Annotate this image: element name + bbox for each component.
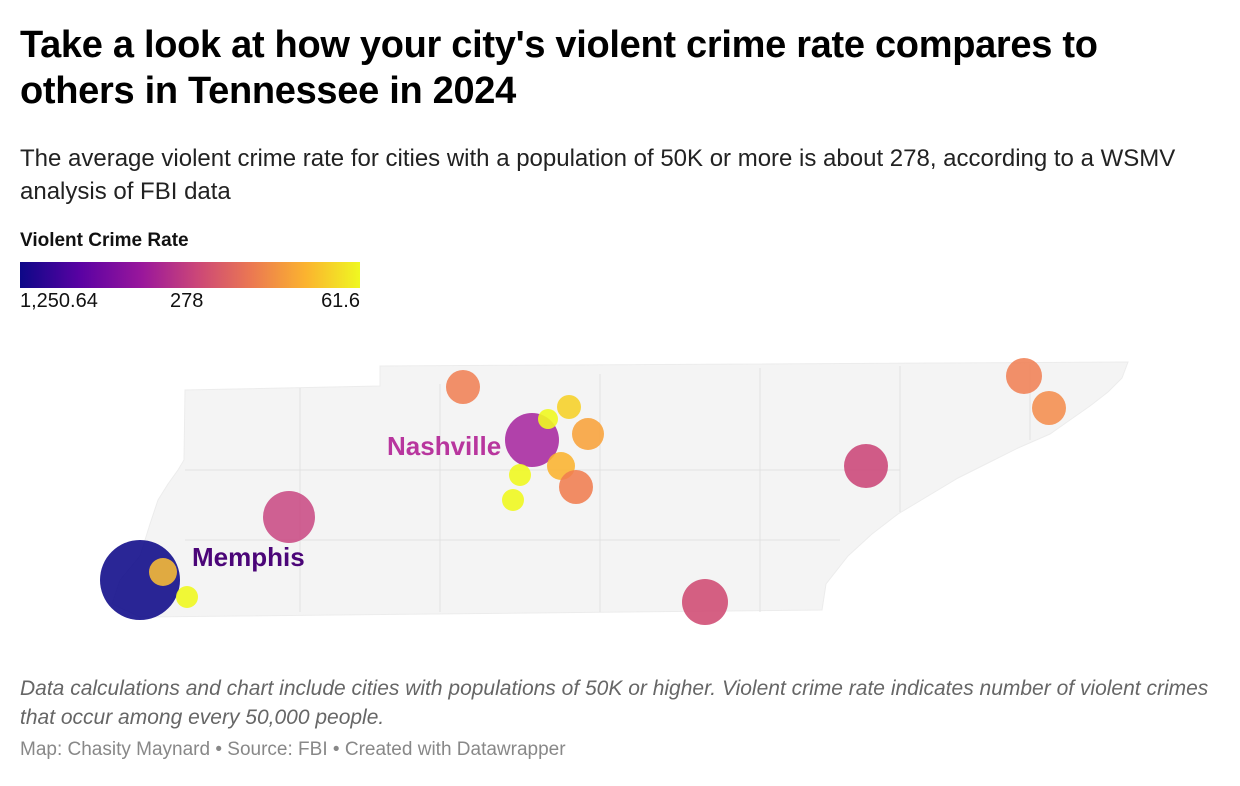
byline-separator: • xyxy=(210,739,228,760)
color-legend: Violent Crime Rate 1,250.64 278 61.6 xyxy=(20,228,360,316)
city-marker[interactable] xyxy=(149,558,177,586)
chart-notes: Data calculations and chart include citi… xyxy=(20,677,1209,729)
city-marker[interactable] xyxy=(446,370,480,404)
city-marker[interactable] xyxy=(557,395,581,419)
city-markers xyxy=(100,358,1066,625)
source-credit: Source: FBI xyxy=(227,739,328,760)
legend-label-high: 1,250.64 xyxy=(20,290,98,312)
byline-separator: • xyxy=(327,739,345,760)
map-credit: Map: Chasity Maynard xyxy=(20,739,211,760)
tennessee-map: Nashville Memphis xyxy=(100,358,1129,625)
city-marker[interactable] xyxy=(509,464,531,486)
chart-subtitle: The average violent crime rate for citie… xyxy=(20,145,1176,205)
legend-label-mid: 278 xyxy=(170,290,204,312)
city-marker[interactable] xyxy=(1032,391,1066,425)
city-marker[interactable] xyxy=(176,586,198,608)
city-marker[interactable] xyxy=(263,491,315,543)
tennessee-state-shape xyxy=(111,361,1129,618)
label-nashville: Nashville xyxy=(387,431,501,461)
legend-label-low: 61.6 xyxy=(321,290,360,312)
city-marker[interactable] xyxy=(502,489,524,511)
legend-title: Violent Crime Rate xyxy=(20,230,189,251)
chart-title: Take a look at how your city's violent c… xyxy=(20,24,1098,112)
legend-gradient-bar xyxy=(20,262,360,288)
city-marker[interactable] xyxy=(559,470,593,504)
city-marker[interactable] xyxy=(538,409,558,429)
city-marker[interactable] xyxy=(1006,358,1042,394)
label-memphis: Memphis xyxy=(192,542,305,572)
legend-labels: 1,250.64 278 61.6 xyxy=(20,288,360,316)
tool-credit: Created with Datawrapper xyxy=(344,739,566,760)
city-marker[interactable] xyxy=(572,418,604,450)
city-marker[interactable] xyxy=(682,579,728,625)
city-marker[interactable] xyxy=(844,444,888,488)
byline: Map: Chasity Maynard • Source: FBI • Cre… xyxy=(20,739,566,761)
